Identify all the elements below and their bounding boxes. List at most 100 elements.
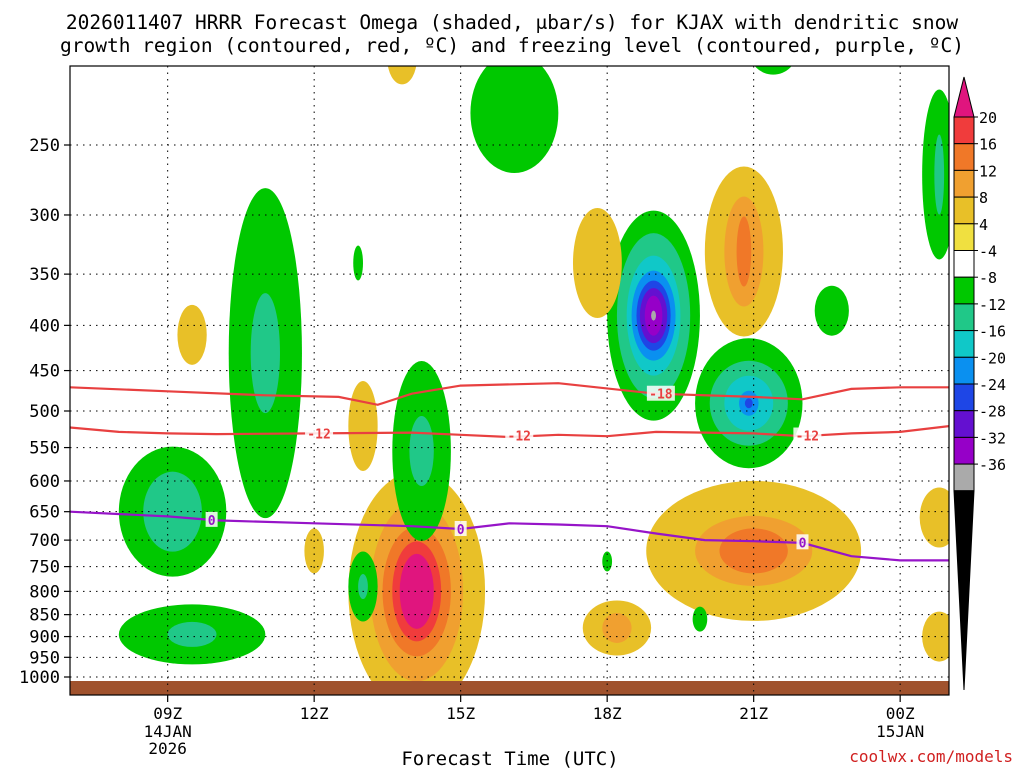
x-tick-label-18Z: 18Z: [593, 704, 622, 723]
colorbar-swatch-0: [953, 76, 975, 118]
omega-cell-19-1: [934, 134, 945, 215]
omega-cell-1-4: [744, 398, 753, 409]
colorbar-swatch-3: [953, 169, 975, 198]
y-tick-label-450: 450: [29, 362, 60, 382]
y-tick-label-300: 300: [29, 206, 60, 226]
credit-text: coolwx.com/models: [849, 747, 1013, 766]
contour-label-3: -12: [796, 430, 819, 445]
colorbar-label-12: -32: [979, 429, 1006, 447]
omega-shading: [118, 66, 949, 695]
y-tick-label-700: 700: [29, 531, 60, 551]
x-axis-label: Forecast Time (UTC): [401, 748, 618, 768]
colorbar-label-5: -4: [979, 243, 997, 261]
x-tick-label-12Z: 12Z: [300, 704, 329, 723]
omega-cell-10-0: [470, 66, 559, 173]
y-tick-label-500: 500: [29, 402, 60, 422]
omega-cell-9-1: [602, 612, 632, 643]
colorbar-swatch-7: [953, 276, 975, 305]
colorbar-swatch-2: [953, 143, 975, 171]
omega-cell-5-1: [143, 471, 202, 552]
contour-label-bg-4: [205, 511, 218, 527]
y-tick-label-400: 400: [29, 316, 60, 336]
omega-cell-24-0: [353, 245, 363, 281]
temperature-contours: -18 -12 -12 -12 0 0 0: [70, 382, 949, 562]
colorbar-swatch-14: [953, 463, 975, 492]
ground-surface: [70, 681, 949, 695]
contour-label-bg-2: [505, 427, 534, 443]
omega-cell-16-0: [387, 66, 417, 85]
y-tick-label-750: 750: [29, 558, 60, 578]
contour-label-0: -18: [649, 388, 673, 403]
y-tick-label-900: 900: [29, 628, 60, 648]
y-tick-label-1000: 1000: [19, 668, 60, 688]
omega-cell-15-1: [358, 574, 368, 600]
contour-label-bg-3: [793, 427, 822, 443]
colorbar-label-0: 20: [979, 109, 997, 127]
y-axis: 2503003504004505005506006507007508008509…: [19, 136, 70, 688]
colorbar: 20 16 12 8 4 -4 -8 -12 -16 -20 -24 -28 -32 -36: [953, 76, 1006, 691]
contour-label-5: 0: [457, 523, 465, 538]
x-tick-date-09Z: 14JAN: [144, 722, 192, 741]
omega-cell-2-4: [399, 553, 434, 629]
y-tick-label-650: 650: [29, 503, 60, 523]
colorbar-label-11: -28: [979, 403, 1006, 421]
chart-title-line1: 2026011407 HRRR Forecast Omega (shaded, …: [66, 11, 958, 34]
colorbar-swatch-6: [953, 250, 975, 278]
colorbar-label-10: -24: [979, 376, 1006, 394]
y-tick-label-250: 250: [29, 136, 60, 156]
colorbar-swatch-11: [953, 383, 975, 412]
plot-frame: [69, 65, 950, 696]
colorbar-label-4: 4: [979, 216, 988, 234]
x-tick-label-15Z: 15Z: [446, 704, 475, 723]
omega-cell-20-0: [919, 487, 949, 548]
omega-cell-13-0: [348, 381, 378, 472]
contour-dgz-minus18: [70, 382, 949, 406]
omega-cell-3-1: [409, 416, 434, 487]
omega-cell-0-7: [651, 310, 657, 321]
colorbar-swatch-13: [953, 436, 975, 465]
omega-cell-22-0: [692, 606, 708, 632]
contour-label-4: 0: [208, 514, 216, 529]
colorbar-label-1: 16: [979, 136, 997, 154]
colorbar-swatch-9: [953, 330, 975, 358]
omega-cell-18-0: [754, 66, 792, 75]
contour-label-6: 0: [799, 536, 807, 551]
y-tick-label-950: 950: [29, 648, 60, 668]
colorbar-swatch-15: [953, 490, 975, 691]
contour-freezing-level: [70, 510, 949, 562]
x-tick-label-00Z: 00Z: [886, 704, 915, 723]
contour-label-2: -12: [508, 430, 531, 445]
colorbar-label-2: 12: [979, 162, 997, 180]
contour-label-bg-1: [305, 425, 334, 441]
omega-cell-21-0: [922, 611, 949, 662]
y-tick-label-550: 550: [29, 439, 60, 459]
colorbar-swatch-10: [953, 356, 975, 385]
y-tick-label-800: 800: [29, 582, 60, 602]
colorbar-label-8: -16: [979, 323, 1006, 341]
contour-label-bg-6: [796, 534, 809, 550]
colorbar-label-13: -36: [979, 456, 1006, 474]
contour-label-bg-5: [454, 520, 467, 536]
grid-lines: [70, 66, 949, 695]
omega-cell-17-0: [814, 285, 849, 336]
x-tick-year-09Z: 2026: [148, 739, 187, 758]
y-tick-label-350: 350: [29, 265, 60, 285]
omega-cell-12-0: [177, 304, 207, 365]
contour-label-bg-0: [646, 385, 675, 401]
colorbar-label-3: 8: [979, 189, 988, 207]
omega-cell-11-0: [572, 207, 622, 318]
chart-title-line2: growth region (contoured, red, ºC) and f…: [60, 34, 964, 57]
colorbar-swatch-8: [953, 303, 975, 332]
x-tick-label-09Z: 09Z: [153, 704, 182, 723]
omega-cell-6-1: [167, 621, 217, 647]
x-tick-label-21Z: 21Z: [739, 704, 768, 723]
x-tick-date-00Z: 15JAN: [876, 722, 924, 741]
omega-cell-7-2: [719, 528, 788, 574]
omega-cell-4-1: [250, 293, 280, 414]
colorbar-swatch-12: [953, 410, 975, 438]
y-tick-label-850: 850: [29, 606, 60, 626]
colorbar-label-6: -8: [979, 269, 997, 287]
